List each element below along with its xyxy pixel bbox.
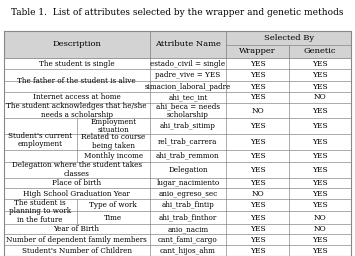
Text: YES: YES [312,247,328,255]
Text: YES: YES [312,190,328,198]
Text: YES: YES [312,71,328,79]
Text: cant_fami_cargo: cant_fami_cargo [158,236,218,244]
Text: ahi_trab_remmon: ahi_trab_remmon [156,152,220,160]
Text: NO: NO [251,190,264,198]
Text: ahi_trab_sitimp: ahi_trab_sitimp [160,122,216,130]
Bar [4,58,351,69]
Text: YES: YES [250,201,265,209]
Text: YES: YES [312,179,328,187]
Text: YES: YES [250,166,265,174]
Text: Table 1.  List of attributes selected by the wrapper and genetic methods: Table 1. List of attributes selected by … [11,8,344,17]
Text: Attribute Name: Attribute Name [155,40,221,48]
Text: YES: YES [312,152,328,160]
Text: YES: YES [312,122,328,130]
Bar [4,162,351,177]
Text: estado_civil = single: estado_civil = single [151,59,225,68]
Text: NO: NO [314,93,327,101]
Text: YES: YES [312,83,328,91]
Text: High School Graduation Year: High School Graduation Year [23,190,130,198]
Bar [4,211,351,224]
Bar [4,69,351,81]
Text: Wrapper: Wrapper [239,47,276,55]
Bar [4,103,351,118]
Text: NO: NO [251,106,264,115]
Text: The student is single: The student is single [39,59,114,68]
Text: Year of Birth: Year of Birth [54,225,100,233]
Text: YES: YES [250,152,265,160]
Text: Type of work: Type of work [89,201,137,209]
Text: Time: Time [104,214,122,221]
Text: YES: YES [250,214,265,221]
Text: YES: YES [250,236,265,244]
Text: anio_egreso_sec: anio_egreso_sec [158,190,218,198]
Text: Place of birth: Place of birth [52,179,101,187]
Text: Student's current
employment: Student's current employment [8,132,72,148]
Text: rel_trab_carrera: rel_trab_carrera [158,138,218,146]
Text: Genetic: Genetic [304,47,337,55]
Text: YES: YES [250,93,265,101]
Text: Selected By: Selected By [264,34,314,42]
Text: YES: YES [250,179,265,187]
Text: ahi_trab_finthor: ahi_trab_finthor [159,214,217,221]
Text: NO: NO [314,225,327,233]
Text: cant_hijos_ahm: cant_hijos_ahm [160,247,216,255]
Text: The father of the student is alive: The father of the student is alive [17,77,136,85]
Text: YES: YES [312,236,328,244]
Bar [4,134,351,150]
Text: NO: NO [314,214,327,221]
Text: Employment
situation: Employment situation [90,118,136,134]
Text: YES: YES [250,122,265,130]
Bar [4,234,351,245]
Bar [4,92,351,103]
Text: Delegation where the student takes
classes: Delegation where the student takes class… [12,161,142,178]
Bar [4,199,351,211]
Bar [4,150,351,162]
Text: YES: YES [250,138,265,146]
Bar [4,31,351,58]
Bar [4,177,351,188]
Bar [4,118,351,134]
Text: ahi_tec_int: ahi_tec_int [168,93,208,101]
Text: YES: YES [312,106,328,115]
Bar [4,81,351,92]
Text: anio_nacim: anio_nacim [167,225,208,233]
Text: The student acknowledges that he/she
needs a scholarship: The student acknowledges that he/she nee… [6,102,147,119]
Text: YES: YES [312,138,328,146]
Text: simacion_laboral_padre: simacion_laboral_padre [145,83,231,91]
Text: YES: YES [312,201,328,209]
Text: Number of dependent family members: Number of dependent family members [6,236,147,244]
Text: ahi_trab_fintip: ahi_trab_fintip [162,201,214,209]
Text: YES: YES [250,83,265,91]
Text: Description: Description [52,40,101,48]
Text: Monthly income: Monthly income [83,152,143,160]
Bar [4,224,351,234]
Text: Delegation: Delegation [168,166,208,174]
Text: The student is
planning to work
in the future: The student is planning to work in the f… [9,199,71,224]
Text: Related to course
being taken: Related to course being taken [81,133,145,150]
Bar [4,188,351,199]
Text: YES: YES [250,225,265,233]
Text: Student's Number of Children: Student's Number of Children [22,247,132,255]
Text: lugar_nacimiento: lugar_nacimiento [156,179,219,187]
Text: YES: YES [250,71,265,79]
Text: padre_vive = YES: padre_vive = YES [155,71,220,79]
Bar [4,245,351,256]
Text: YES: YES [250,247,265,255]
Text: YES: YES [312,59,328,68]
Text: ahi_beca = needs
scholarship: ahi_beca = needs scholarship [156,102,220,119]
Text: YES: YES [250,59,265,68]
Text: YES: YES [312,166,328,174]
Text: Internet access at home: Internet access at home [33,93,120,101]
